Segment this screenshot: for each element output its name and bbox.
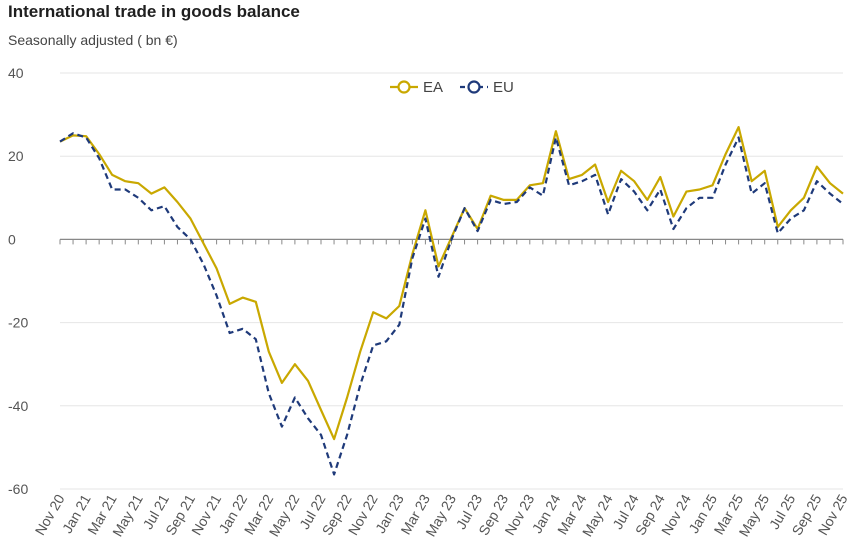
series-lines <box>59 126 844 476</box>
chart-title: International trade in goods balance <box>8 2 300 21</box>
legend-marker <box>397 80 411 94</box>
y-tick-label: -40 <box>8 398 28 414</box>
legend-marker <box>467 80 481 94</box>
legend-label: EA <box>423 79 443 96</box>
chart-subtitle: Seasonally adjusted ( bn €) <box>8 32 178 48</box>
y-tick-label: -20 <box>8 315 28 331</box>
y-tick-label: 20 <box>8 148 24 164</box>
legend[interactable]: EA EU <box>390 79 514 96</box>
y-tick-label: 40 <box>8 65 24 81</box>
y-tick-label: 0 <box>8 231 16 247</box>
legend-label: EU <box>493 79 514 96</box>
grid-lines <box>60 72 843 490</box>
legend-item-ea[interactable]: EA <box>390 79 443 96</box>
series-line-ea <box>59 126 844 441</box>
series-line-eu <box>59 132 844 476</box>
y-axis-ticks: 40 20 0 -20 -40 -60 <box>8 65 28 497</box>
legend-item-eu[interactable]: EU <box>460 79 514 96</box>
y-tick-label: -60 <box>8 481 28 497</box>
